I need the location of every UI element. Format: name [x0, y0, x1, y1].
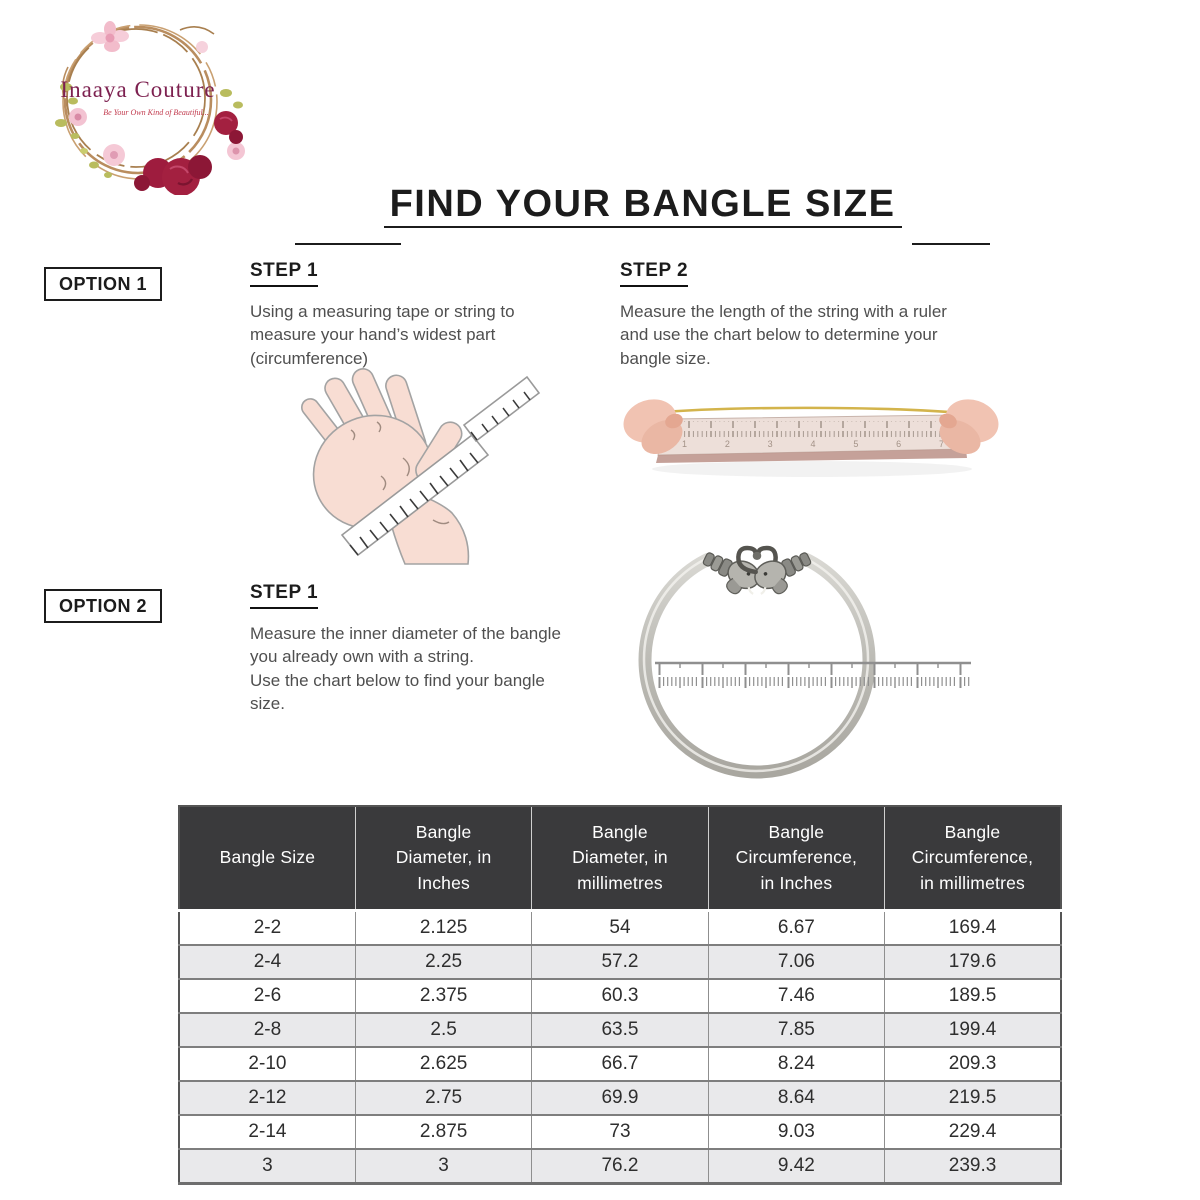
- measuring-tape: [340, 375, 541, 557]
- table-cell: 239.3: [884, 1148, 1061, 1184]
- table-cell: 2-8: [179, 1012, 356, 1047]
- table-row: 2-8 2.5 63.5 7.85 199.4: [179, 1012, 1061, 1047]
- table-cell: 2-4: [179, 944, 356, 979]
- table-cell: 2.5: [355, 1012, 533, 1047]
- elephant-head-bangle-over-ruler-photo: [638, 499, 971, 779]
- size-chart-body: 2-2 2.125 54 6.67 169.4 2-4 2.25 57.2 7.06 179.6 2…: [179, 910, 1061, 1184]
- ruler: 1 2 3 4 5 6 7: [656, 414, 967, 463]
- crimson-roses-icon: [134, 111, 243, 195]
- table-cell: 2-6: [179, 978, 356, 1013]
- brand-tagline: Be Your Own Kind of Beautiful...: [103, 108, 209, 117]
- column-header: Bangle Circumference, in millimetres: [884, 806, 1061, 912]
- step-heading: STEP 2: [620, 260, 689, 287]
- table-row: 2-6 2.375 60.3 7.46 189.5: [179, 978, 1061, 1013]
- wreath-icon: [61, 24, 218, 180]
- column-header: Bangle Diameter, in Inches: [355, 806, 533, 912]
- table-cell: 209.3: [884, 1046, 1061, 1081]
- table-cell: 7.46: [708, 978, 886, 1013]
- step-text: Measure the inner diameter of the bangle…: [250, 624, 561, 714]
- table-row: 2-12 2.75 69.9 8.64 219.5: [179, 1080, 1061, 1115]
- table-cell: 9.03: [708, 1114, 886, 1149]
- table-cell: 69.9: [531, 1080, 709, 1115]
- brand-name: Inaaya Couture: [60, 77, 215, 102]
- table-cell: 57.2: [531, 944, 709, 979]
- table-cell: 2.375: [355, 978, 533, 1013]
- left-hand: [623, 399, 683, 455]
- table-cell: 60.3: [531, 978, 709, 1013]
- table-cell: 2.875: [355, 1114, 533, 1149]
- table-cell: 2.75: [355, 1080, 533, 1115]
- option1-step1: STEP 1 Using a measuring tape or string …: [250, 260, 590, 370]
- table-cell: 76.2: [531, 1148, 709, 1184]
- table-cell: 66.7: [531, 1046, 709, 1081]
- table-cell: 179.6: [884, 944, 1061, 979]
- page-title: FIND YOUR BANGLE SIZE: [389, 183, 896, 225]
- table-cell: 3: [355, 1148, 533, 1184]
- table-cell: 2.625: [355, 1046, 533, 1081]
- table-cell: 229.4: [884, 1114, 1061, 1149]
- step-heading: STEP 1: [250, 260, 319, 287]
- string: [649, 406, 973, 416]
- decorative-dash-right: [912, 243, 990, 245]
- step-text: Measure the length of the string with a …: [620, 302, 947, 368]
- table-cell: 8.24: [708, 1046, 886, 1081]
- table-row: 3 3 76.2 9.42 239.3: [179, 1148, 1061, 1184]
- option-2-label: OPTION 2: [58, 595, 147, 616]
- column-header: Bangle Circumference, in Inches: [708, 806, 886, 912]
- option1-step2: STEP 2 Measure the length of the string …: [620, 260, 1000, 370]
- hands-stretching-string-over-ruler-photo: 1 2 3 4 5 6 7: [623, 399, 999, 477]
- decorative-dash-left: [295, 243, 401, 245]
- table-cell: 8.64: [708, 1080, 886, 1115]
- table-cell: 2-2: [179, 910, 356, 945]
- table-cell: 2.125: [355, 910, 533, 945]
- table-cell: 169.4: [948, 917, 997, 938]
- right-hand: [939, 399, 999, 455]
- table-cell: 219.5: [884, 1080, 1061, 1115]
- table-row: 2-2 2.125 54 6.67 169.4: [179, 910, 1061, 945]
- leaf-sprigs-icon: [55, 83, 243, 178]
- step-text: Using a measuring tape or string to meas…: [250, 302, 515, 368]
- brand-logo: Inaaya Couture Be Your Own Kind of Beaut…: [55, 21, 245, 195]
- ruler-scale: [655, 661, 971, 688]
- table-cell: 2-10: [179, 1046, 356, 1081]
- title-underline: [384, 226, 902, 228]
- table-cell: 6.67: [708, 910, 886, 945]
- column-header: Bangle Diameter, in millimetres: [531, 806, 709, 912]
- table-cell: 7.85: [708, 1012, 886, 1047]
- option-1-label: OPTION 1: [58, 273, 147, 294]
- table-cell: 189.5: [884, 978, 1061, 1013]
- option-1-badge: OPTION 1: [44, 267, 162, 301]
- table-cell: 9.42: [708, 1148, 886, 1184]
- table-row: 2-4 2.25 57.2 7.06 179.6: [179, 944, 1061, 979]
- table-cell: 3: [179, 1148, 356, 1184]
- step-heading: STEP 1: [250, 582, 319, 609]
- pink-flowers-icon: [69, 21, 245, 166]
- table-cell: 2-14: [179, 1114, 356, 1149]
- table-cell: 199.4: [884, 1012, 1061, 1047]
- size-chart-table: Bangle Size Bangle Diameter, in Inches Ban…: [178, 805, 1062, 1185]
- table-row: 2-14 2.875 73 9.03 229.4: [179, 1114, 1061, 1149]
- table-cell: 7.06: [708, 944, 886, 979]
- hand-with-measuring-tape-illustration: [301, 368, 541, 565]
- table-row: 2-10 2.625 66.7 8.24 209.3: [179, 1046, 1061, 1081]
- table-cell: 73: [531, 1114, 709, 1149]
- table-cell: 54: [531, 910, 709, 945]
- table-cell: 2-12: [179, 1080, 356, 1115]
- option-2-badge: OPTION 2: [44, 589, 162, 623]
- ruler-numbers: 1 2 3 4 5 6 7: [682, 439, 944, 449]
- table-cell: 2.25: [355, 944, 533, 979]
- column-header: Bangle Size: [179, 806, 356, 912]
- table-cell: 63.5: [531, 1012, 709, 1047]
- photo-shadow: [652, 461, 972, 477]
- option2-step1: STEP 1 Measure the inner diameter of the…: [250, 582, 610, 716]
- size-chart-header-row: Bangle Size Bangle Diameter, in Inches Ban…: [179, 806, 1061, 912]
